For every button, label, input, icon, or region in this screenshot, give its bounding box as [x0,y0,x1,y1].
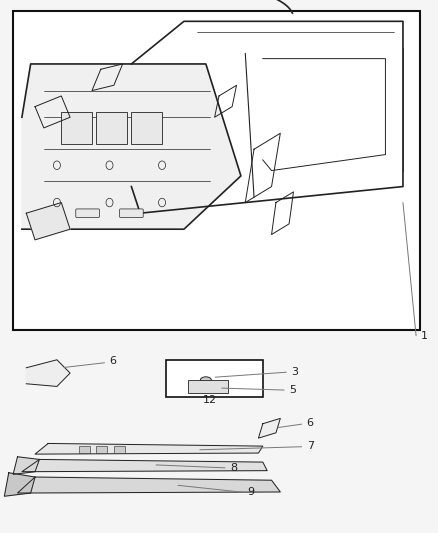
Polygon shape [26,203,70,240]
Text: 5: 5 [289,385,296,395]
Text: 12: 12 [203,395,217,405]
Polygon shape [258,418,280,438]
Bar [79,446,90,453]
Text: 6: 6 [307,418,314,428]
Bar [13,11,420,330]
Bar [166,360,263,397]
Bar [188,380,228,393]
Text: 3: 3 [291,367,298,377]
Polygon shape [18,477,280,493]
Text: 7: 7 [307,441,314,451]
Polygon shape [4,473,35,496]
Polygon shape [22,64,241,229]
Polygon shape [13,457,39,474]
Text: 6: 6 [110,356,117,366]
Ellipse shape [200,377,211,383]
Bar [61,112,92,144]
Polygon shape [26,360,70,386]
FancyBboxPatch shape [76,209,99,217]
Text: 8: 8 [230,463,237,473]
Text: 1: 1 [420,331,427,341]
Text: 9: 9 [247,488,254,497]
Bar [96,112,127,144]
Polygon shape [22,459,267,472]
Bar [114,446,125,453]
FancyBboxPatch shape [120,209,143,217]
Bar [96,446,107,453]
Bar [131,112,162,144]
Polygon shape [35,443,263,454]
